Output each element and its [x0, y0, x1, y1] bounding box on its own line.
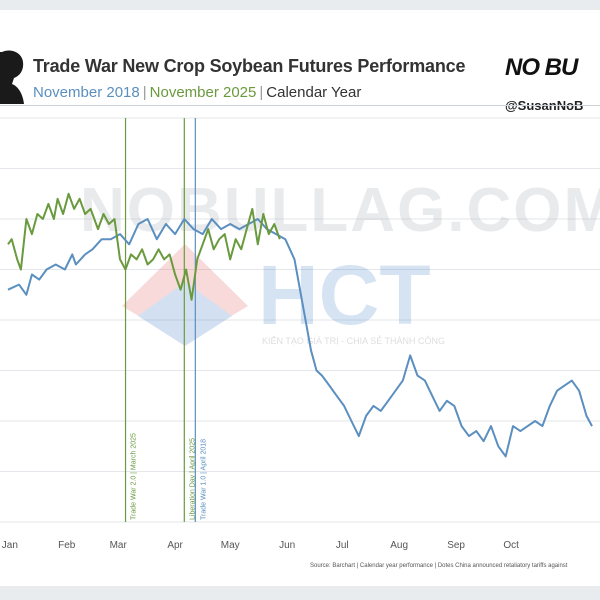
- annotation-lines: Trade War 2.0 | March 2025 Liberation Day…: [124, 118, 207, 522]
- annotation-label: Trade War 1.0 | April 2018: [200, 439, 207, 520]
- subtitle-2018: November 2018: [33, 84, 140, 101]
- series-line-november-2018: [7, 218, 593, 458]
- x-tick-label: Aug: [390, 540, 408, 551]
- watermark-diamond-red: [122, 244, 248, 344]
- avatar-silhouette-icon: [0, 50, 24, 104]
- line-chart: NOBULLAG.COM HCT KIẾN TẠO GIÁ TRỊ - CHIA…: [0, 117, 600, 551]
- x-tick-label: Feb: [58, 540, 76, 551]
- x-tick-label: Oct: [503, 540, 519, 551]
- series-lines: [7, 192, 593, 458]
- x-tick-label: Jan: [2, 540, 18, 551]
- annotation-label: Liberation Day | April 2025: [189, 438, 196, 520]
- chart-header: Trade War New Crop Soybean Futures Perfo…: [0, 10, 600, 113]
- subtitle-2025: November 2025: [149, 84, 257, 101]
- x-tick-label: Mar: [110, 540, 128, 551]
- subtitle-separator: |: [142, 84, 147, 101]
- grid-lines: [0, 117, 600, 523]
- x-tick-label: Jun: [279, 540, 295, 551]
- x-tick-label: Apr: [167, 540, 183, 551]
- brand-logo: NO BU: [505, 54, 578, 81]
- series-line-november-2025: [7, 192, 281, 301]
- subtitle-calendar: Calendar Year: [266, 84, 362, 101]
- chart-subtitle: November 2018 | November 2025 | Calendar Yea…: [33, 84, 361, 101]
- header-divider: [0, 105, 600, 106]
- watermark-logo: HCT: [258, 248, 431, 342]
- x-axis-ticks: Jan Feb Mar Apr May Jun Jul Aug Sep Oct: [2, 540, 519, 551]
- watermark-tagline: KIẾN TẠO GIÁ TRỊ - CHIA SẺ THÀNH CÔNG: [262, 335, 445, 346]
- x-tick-label: Sep: [447, 540, 465, 551]
- chart-card: [0, 10, 600, 586]
- watermark: NOBULLAG.COM HCT KIẾN TẠO GIÁ TRỊ - CHIA…: [80, 176, 600, 346]
- subtitle-separator-2: |: [259, 84, 264, 101]
- x-tick-label: Jul: [336, 540, 349, 551]
- annotation-label: Trade War 2.0 | March 2025: [131, 433, 138, 520]
- chart-title: Trade War New Crop Soybean Futures Perfo…: [33, 56, 466, 76]
- x-tick-label: May: [221, 540, 240, 551]
- source-note: Source: Barchart | Calendar year perform…: [310, 563, 568, 569]
- watermark-diamond-blue: [138, 282, 232, 346]
- watermark-text: NOBULLAG.COM: [80, 176, 600, 245]
